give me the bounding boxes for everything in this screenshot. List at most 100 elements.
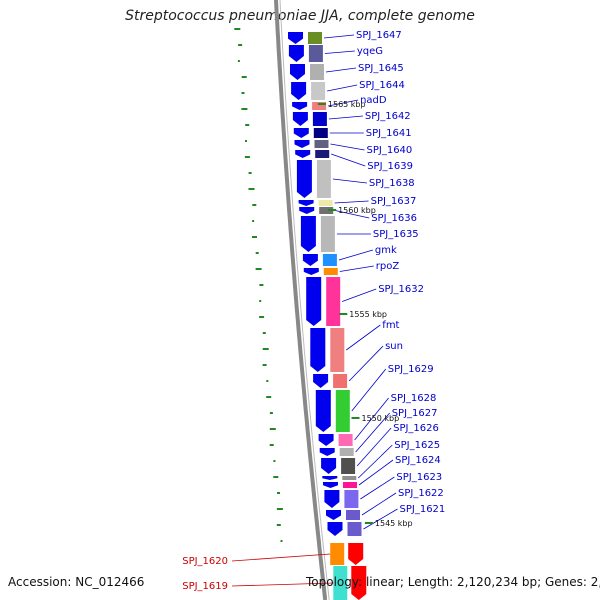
- gene-label-gmk[interactable]: gmk: [375, 245, 397, 256]
- leader-line: [363, 508, 398, 530]
- accession-text: Accession: NC_012466: [8, 575, 145, 589]
- gc-dash: [245, 140, 247, 142]
- gene-label-SPJ_1638[interactable]: SPJ_1638: [369, 178, 415, 189]
- leader-line: [328, 99, 359, 107]
- gene-label-SPJ_1639[interactable]: SPJ_1639: [367, 161, 413, 172]
- gc-dash: [262, 332, 266, 334]
- gene-label-SPJ_1626[interactable]: SPJ_1626: [393, 423, 439, 434]
- gene-label-SPJ_1625[interactable]: SPJ_1625: [394, 440, 440, 451]
- leader-line: [325, 67, 357, 73]
- gc-dash: [252, 236, 257, 238]
- gene-label-sun[interactable]: sun: [385, 341, 403, 352]
- gene-arrow[interactable]: [299, 207, 315, 214]
- gene-arrow[interactable]: [298, 200, 314, 206]
- cog-box: [312, 102, 327, 110]
- leader-line: [358, 459, 394, 486]
- gene-label-SPJ_1642[interactable]: SPJ_1642: [365, 111, 411, 122]
- gene-label-SPJ_1632[interactable]: SPJ_1632: [378, 284, 424, 295]
- gene-arrow[interactable]: [319, 448, 335, 456]
- gene-arrow[interactable]: [351, 566, 367, 600]
- gene-label-SPJ_1636[interactable]: SPJ_1636: [371, 213, 417, 224]
- leader-line: [360, 476, 395, 500]
- gene-label-SPJ_1623[interactable]: SPJ_1623: [396, 472, 442, 483]
- cog-box: [330, 543, 345, 565]
- cog-box: [312, 112, 327, 126]
- gene-arrow[interactable]: [291, 82, 307, 100]
- gc-dash: [269, 428, 276, 430]
- gc-dash: [262, 348, 269, 350]
- backbone-line: [274, 0, 328, 600]
- gene-label-SPJ_1627[interactable]: SPJ_1627: [392, 408, 438, 419]
- gc-dash: [280, 540, 283, 542]
- leader-line: [231, 582, 334, 587]
- gc-dash: [259, 300, 262, 302]
- gene-arrow[interactable]: [323, 482, 338, 488]
- gene-arrow[interactable]: [306, 277, 322, 326]
- gene-label-SPJ_1622[interactable]: SPJ_1622: [398, 488, 444, 499]
- gene-arrow[interactable]: [321, 458, 337, 474]
- gene-label-SPJ_1644[interactable]: SPJ_1644: [359, 80, 405, 91]
- cog-box: [342, 476, 357, 480]
- gene-label-SPJ_1629[interactable]: SPJ_1629: [388, 364, 434, 375]
- gene-arrow[interactable]: [327, 522, 343, 536]
- kbp-tick: [351, 417, 360, 419]
- gene-label-fmt[interactable]: fmt: [382, 320, 399, 331]
- gene-arrow[interactable]: [295, 150, 311, 158]
- gene-label-rpoZ[interactable]: rpoZ: [376, 261, 400, 272]
- gc-dash: [262, 364, 267, 366]
- gene-labels[interactable]: SPJ_1647 yqeG SPJ_1645 SPJ_1644 nadD SPJ_1642…: [182, 30, 445, 592]
- gene-label-SPJ_1620[interactable]: SPJ_1620: [182, 556, 228, 567]
- gene-label-SPJ_1640[interactable]: SPJ_1640: [367, 145, 413, 156]
- kbp-label: 1555 kbp: [349, 310, 387, 319]
- gene-label-nadD[interactable]: nadD: [360, 95, 387, 106]
- cog-box: [311, 82, 326, 100]
- gene-arrow[interactable]: [292, 112, 308, 126]
- gene-label-SPJ_1637[interactable]: SPJ_1637: [371, 196, 417, 207]
- gene-label-SPJ_1645[interactable]: SPJ_1645: [358, 63, 404, 74]
- cog-box: [322, 254, 337, 266]
- leader-line: [358, 444, 393, 479]
- gene-arrow[interactable]: [348, 543, 364, 565]
- gene-label-SPJ_1619[interactable]: SPJ_1619: [182, 581, 228, 592]
- gene-arrow[interactable]: [296, 160, 312, 198]
- gene-arrow[interactable]: [293, 128, 309, 138]
- gene-arrow[interactable]: [288, 45, 304, 62]
- gene-arrow[interactable]: [300, 216, 316, 252]
- cog-box: [323, 268, 338, 275]
- leader-line: [328, 115, 363, 120]
- leader-line: [351, 368, 387, 412]
- gene-arrow[interactable]: [310, 328, 326, 372]
- gene-arrow[interactable]: [315, 390, 331, 432]
- gene-label-SPJ_1647[interactable]: SPJ_1647: [356, 30, 402, 41]
- gene-arrow[interactable]: [294, 140, 310, 148]
- gene-arrow[interactable]: [292, 102, 308, 110]
- leader-line: [348, 345, 384, 382]
- gene-label-SPJ_1628[interactable]: SPJ_1628: [391, 393, 437, 404]
- gene-label-yqeG[interactable]: yqeG: [357, 46, 383, 57]
- gene-label-SPJ_1624[interactable]: SPJ_1624: [395, 455, 441, 466]
- gc-dash: [241, 92, 245, 94]
- leader-line: [334, 200, 369, 204]
- gc-dash: [273, 460, 276, 462]
- leader-line: [324, 50, 355, 54]
- kbp-label: 1565 kbp: [328, 100, 366, 109]
- leader-line: [346, 324, 381, 351]
- gene-arrow[interactable]: [322, 476, 338, 480]
- leader-line: [338, 249, 374, 261]
- gene-arrow[interactable]: [318, 434, 334, 446]
- gene-arrow[interactable]: [324, 490, 340, 508]
- gene-arrow[interactable]: [326, 510, 341, 520]
- cog-box: [341, 458, 356, 474]
- cog-box: [318, 200, 333, 206]
- gene-label-SPJ_1621[interactable]: SPJ_1621: [400, 504, 446, 515]
- gc-content-track: [234, 28, 283, 542]
- cog-box: [320, 216, 335, 252]
- gene-label-SPJ_1635[interactable]: SPJ_1635: [373, 229, 419, 240]
- gene-arrow[interactable]: [313, 374, 329, 388]
- gene-arrow[interactable]: [288, 32, 303, 44]
- gene-label-SPJ_1641[interactable]: SPJ_1641: [366, 128, 412, 139]
- gene-arrow[interactable]: [290, 64, 305, 80]
- gene-arrow[interactable]: [302, 254, 318, 266]
- gene-arrow[interactable]: [303, 268, 319, 275]
